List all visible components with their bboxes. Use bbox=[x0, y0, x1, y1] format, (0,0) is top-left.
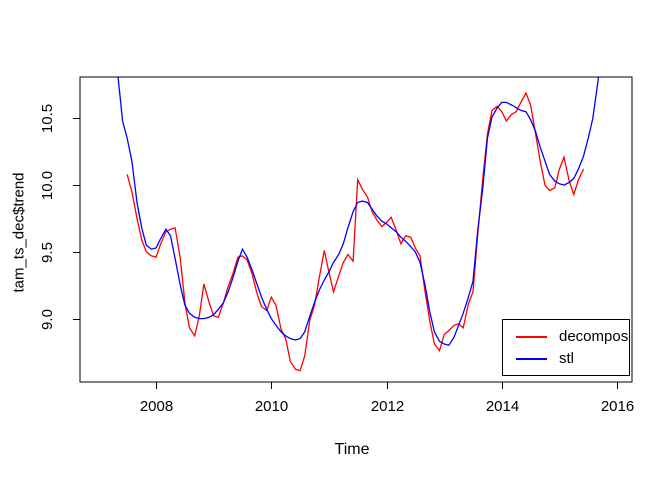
legend-label-decompos: decompos bbox=[559, 327, 629, 345]
plot-border bbox=[79, 76, 633, 383]
legend-line-stl-swatch bbox=[516, 357, 547, 360]
x-axis-title: Time bbox=[334, 441, 370, 458]
x-tick-label: 2014 bbox=[486, 398, 519, 415]
x-tick-label: 2012 bbox=[371, 398, 404, 415]
legend-entry-stl: stl bbox=[516, 350, 629, 368]
y-tick-label: 9.0 bbox=[39, 309, 56, 330]
x-tick-label: 2008 bbox=[140, 398, 173, 415]
legend-label-stl: stl bbox=[559, 349, 574, 367]
legend-box: decompos stl bbox=[502, 319, 630, 376]
legend-line-decompos-swatch bbox=[516, 335, 547, 338]
y-tick-label: 9.5 bbox=[39, 242, 56, 263]
series-line-decompos bbox=[126, 91, 585, 372]
x-tick-label: 2010 bbox=[255, 398, 288, 415]
y-tick-label: 10.5 bbox=[39, 104, 56, 133]
y-tick-label: 10.0 bbox=[39, 171, 56, 200]
x-tick-label: 2016 bbox=[601, 398, 634, 415]
y-axis-title: tam_ts_dec$trend bbox=[10, 172, 28, 293]
legend-entry-decompos: decompos bbox=[516, 328, 629, 346]
series-line-stl bbox=[117, 77, 600, 347]
